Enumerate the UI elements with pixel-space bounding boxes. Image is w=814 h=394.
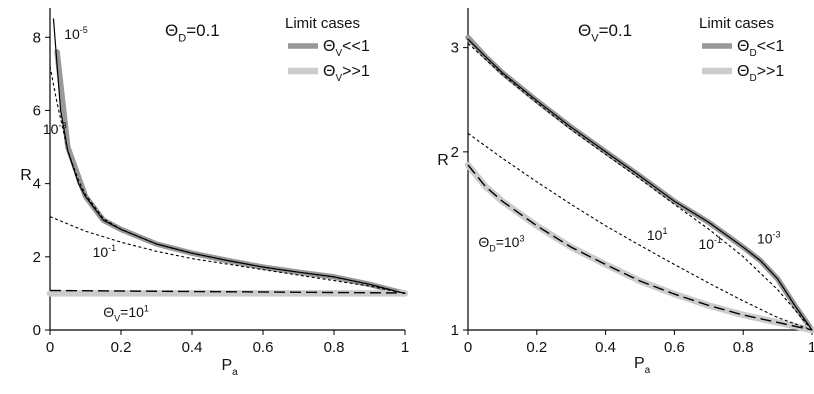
right-series-line-6 <box>467 164 813 331</box>
right-chart-panel: 0 0.2 0.4 0.6 0.8 1 1 2 3 R Pa ΘV=0.1 10-3 10-1 101 ΘD=… <box>437 8 814 376</box>
left-series-line-4 <box>49 66 406 294</box>
left-series-line-1 <box>54 49 408 297</box>
left-y-tick-label: 6 <box>33 102 41 119</box>
left-curve-label-1: 10-5 <box>64 25 88 42</box>
right-y-tick-label: 3 <box>451 40 459 57</box>
left-x-tick-label: 0.4 <box>182 339 203 356</box>
right-x-tick-label: 0.6 <box>664 339 685 356</box>
right-legend-entry: ΘD<<1 <box>737 38 784 59</box>
left-curve-label-2: 10-3 <box>43 120 67 137</box>
right-series-line-3 <box>467 38 813 331</box>
right-x-axis-label: Pa <box>634 355 651 376</box>
left-x-tick-label: 0.6 <box>253 339 274 356</box>
left-x-tick-label: 0.2 <box>111 339 132 356</box>
left-curve-label-4: ΘV=101 <box>103 303 149 323</box>
left-curve-label-3: 10-1 <box>93 243 117 260</box>
right-x-tick-label: 0 <box>464 339 472 356</box>
left-x-tick-label: 0.8 <box>324 339 345 356</box>
left-legend-title: Limit cases <box>285 15 360 32</box>
left-x-tick-label: 0 <box>46 339 54 356</box>
left-y-tick-label: 0 <box>33 322 41 339</box>
left-y-tick-label: 2 <box>33 249 41 266</box>
right-curve-label-3: 101 <box>647 226 668 243</box>
right-series-line-5 <box>467 132 813 331</box>
left-legend-entry: ΘV>>1 <box>323 63 370 84</box>
right-curve-label-4: ΘD=103 <box>478 233 524 253</box>
right-x-tick-label: 0.8 <box>733 339 754 356</box>
left-chart-panel: 0 0.2 0.4 0.6 0.8 1 0 2 4 6 8 R Pa ΘD=0.1 10-5 10-3 10-1… <box>20 8 409 378</box>
left-legend: Limit cases ΘV<<1 ΘV>>1 <box>285 15 370 84</box>
right-x-tick-label: 0.2 <box>526 339 547 356</box>
right-legend-title: Limit cases <box>699 15 774 32</box>
right-y-tick-label: 1 <box>451 322 459 339</box>
left-y-tick-label: 4 <box>33 176 41 193</box>
left-y-axis-label: R <box>20 167 32 184</box>
right-y-axis-label: R <box>437 152 449 169</box>
right-x-tick-label: 1 <box>808 339 814 356</box>
right-curve-label-2: 10-1 <box>698 235 722 252</box>
left-series-line-5 <box>49 216 406 294</box>
left-series-line-6 <box>49 289 406 294</box>
left-chart-title: ΘD=0.1 <box>165 21 220 44</box>
right-legend-entry: ΘD>>1 <box>737 63 784 84</box>
right-curve-label-1: 10-3 <box>757 230 781 247</box>
right-x-tick-label: 0.4 <box>595 339 616 356</box>
right-chart-title: ΘV=0.1 <box>578 21 632 44</box>
left-x-axis-label: Pa <box>222 357 239 378</box>
left-x-tick-label: 1 <box>401 339 409 356</box>
right-y-tick-label: 2 <box>451 144 459 161</box>
right-series-line-2 <box>464 161 814 334</box>
right-series-line-1 <box>465 34 814 333</box>
right-legend: Limit cases ΘD<<1 ΘD>>1 <box>699 15 784 84</box>
left-legend-entry: ΘV<<1 <box>323 38 370 59</box>
right-series-line-4 <box>467 42 813 331</box>
left-series-line-3 <box>52 18 406 294</box>
left-y-tick-label: 8 <box>33 29 41 46</box>
